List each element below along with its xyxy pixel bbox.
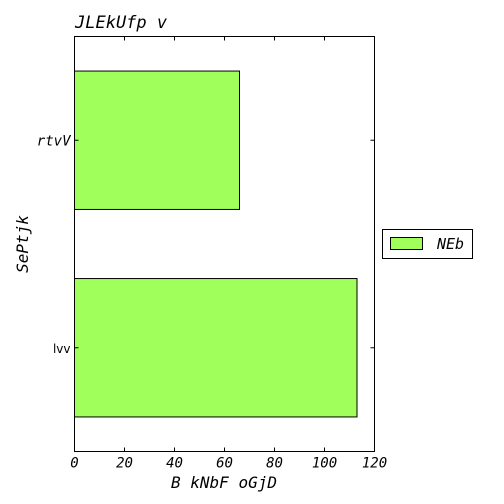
bar-rtvV <box>74 70 240 210</box>
plot-frame <box>74 36 375 452</box>
legend-swatch <box>390 237 423 250</box>
bar-lvv <box>74 278 358 418</box>
bars-group <box>74 70 358 418</box>
legend: NEb <box>382 229 473 259</box>
x-tick-label: 60 <box>216 456 233 472</box>
legend-label: NEb <box>436 235 464 253</box>
y-tick-label: lvv <box>53 342 71 356</box>
x-tick-label: 40 <box>166 456 183 472</box>
chart-title: JLEkUfp v <box>74 13 168 33</box>
y-tick-label: rtvV <box>37 133 72 149</box>
y-axis-label: SePtjk <box>13 215 32 273</box>
x-ticks-group: 0 20 40 60 80 100 120 <box>70 36 387 472</box>
y-ticks-group: lvv rtvV <box>37 133 375 356</box>
x-tick-label: 80 <box>266 456 283 472</box>
x-tick-label: 0 <box>70 456 78 472</box>
x-tick-label: 20 <box>116 456 133 472</box>
x-tick-label: 120 <box>362 456 387 472</box>
x-axis-label: B kNbF oGjD <box>171 473 277 492</box>
x-tick-label: 100 <box>312 456 337 472</box>
